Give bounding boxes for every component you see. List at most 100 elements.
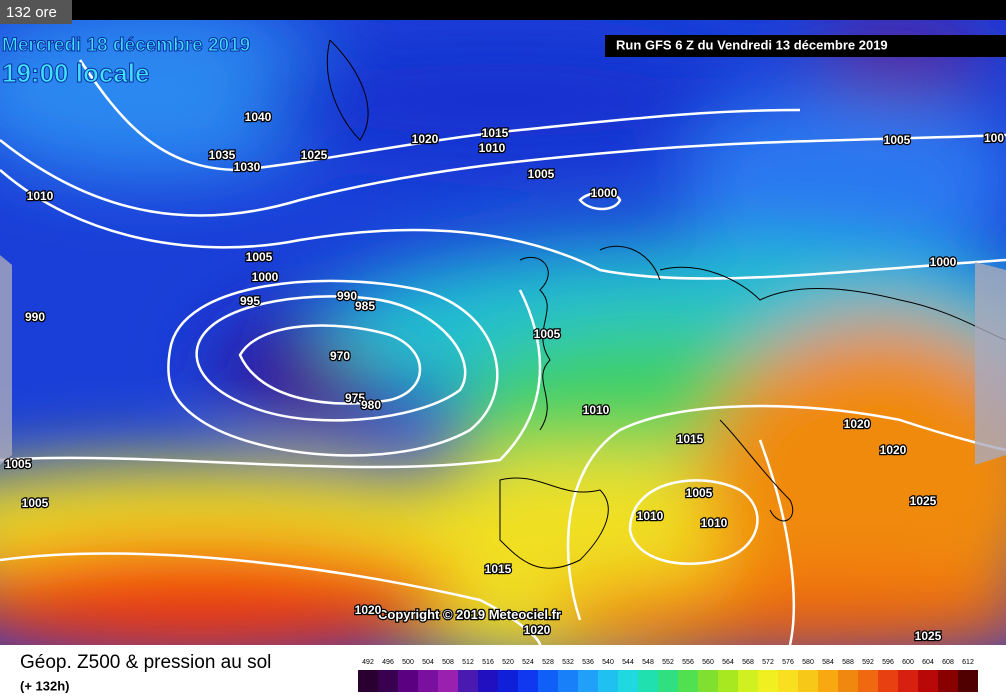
isobar-label: 1005	[5, 457, 32, 471]
scale-swatch	[538, 670, 558, 692]
scale-swatch	[778, 670, 798, 692]
scale-label: 564	[722, 659, 734, 666]
scale-swatch	[438, 670, 458, 692]
scale-swatch	[918, 670, 938, 692]
scale-label: 508	[442, 659, 454, 666]
isobar-label: 1035	[209, 148, 236, 162]
isobar-label: 1005	[22, 496, 49, 510]
isobar-label: 100	[984, 131, 1004, 145]
isobar-label: 1020	[844, 417, 871, 431]
prev-arrow[interactable]	[0, 255, 12, 465]
isobar-label: 1010	[701, 516, 728, 530]
isobar-label: 1020	[880, 443, 907, 457]
scale-swatch	[498, 670, 518, 692]
scale-swatch	[618, 670, 638, 692]
scale-label: 544	[622, 659, 634, 666]
color-scale: 492 496 500 504 508 512 516 520 524 528 532 536 540 5…	[358, 659, 978, 692]
isobars	[0, 59, 1006, 645]
scale-label: 492	[362, 659, 374, 666]
scale-label: 580	[802, 659, 814, 666]
scale-label: 540	[602, 659, 614, 666]
scale-label: 584	[822, 659, 834, 666]
time: 19:00 locale	[2, 58, 149, 88]
isobar-label: 1020	[524, 623, 551, 637]
scale-swatch	[558, 670, 578, 692]
scale-swatch	[638, 670, 658, 692]
scale-label: 552	[662, 659, 674, 666]
scale-label: 560	[702, 659, 714, 666]
scale-swatch	[378, 670, 398, 692]
isobar-label: 1005	[528, 167, 555, 181]
isobar-label: 1030	[234, 160, 261, 174]
scale-swatch	[458, 670, 478, 692]
scale-label: 568	[742, 659, 754, 666]
run-bg	[605, 35, 1006, 57]
scale-swatch	[838, 670, 858, 692]
scale-label: 604	[922, 659, 934, 666]
scale-label: 548	[642, 659, 654, 666]
scale-swatch	[658, 670, 678, 692]
badge-bg	[0, 0, 72, 24]
scale-swatch	[858, 670, 878, 692]
scale-label: 556	[682, 659, 694, 666]
scale-swatch	[878, 670, 898, 692]
next-arrow[interactable]	[975, 262, 1006, 465]
scale-swatch	[718, 670, 738, 692]
run-info: Run GFS 6 Z du Vendredi 13 décembre 2019	[616, 37, 888, 52]
isobar-label: 990	[25, 310, 45, 324]
scale-label: 520	[502, 659, 514, 666]
scale-swatch	[398, 670, 418, 692]
scale-swatch	[478, 670, 498, 692]
isobar-label: 1000	[591, 186, 618, 200]
isobar-label: 1020	[412, 132, 439, 146]
date: Mercredi 18 décembre 2019	[2, 35, 250, 56]
isobar-label: 990	[337, 289, 357, 303]
isobar-label: 1005	[534, 327, 561, 341]
scale-label: 600	[902, 659, 914, 666]
isobar-label: 1020	[355, 603, 382, 617]
scale-swatch	[818, 670, 838, 692]
scale-label: 588	[842, 659, 854, 666]
isobar-label: 1015	[485, 562, 512, 576]
isobar-label: 980	[361, 398, 381, 412]
scale-swatch	[358, 670, 378, 692]
isobar-label: 1005	[246, 250, 273, 264]
isobar-label: 1000	[252, 270, 279, 284]
scale-label: 536	[582, 659, 594, 666]
scale-label: 576	[782, 659, 794, 666]
scale-label: 608	[942, 659, 954, 666]
footer-subtitle: (+ 132h)	[20, 678, 70, 693]
isobar-label: 1040	[245, 110, 272, 124]
coastlines	[326, 39, 1006, 569]
isobar-label: 975	[345, 391, 365, 405]
scale-swatch	[518, 670, 538, 692]
isobar-label: 995	[240, 294, 260, 308]
scale-swatch	[698, 670, 718, 692]
scale-swatch	[898, 670, 918, 692]
scale-swatch	[758, 670, 778, 692]
scale-label: 496	[382, 659, 394, 666]
isobar-label: 1015	[677, 432, 704, 446]
footer-title: Géop. Z500 & pression au sol	[20, 652, 271, 673]
scale-swatch	[678, 670, 698, 692]
scale-label: 528	[542, 659, 554, 666]
scale-swatch	[578, 670, 598, 692]
isobar-label: 1005	[686, 486, 713, 500]
isobar-label: 1025	[915, 629, 942, 643]
scale-swatch	[738, 670, 758, 692]
badge: 132 ore	[6, 4, 57, 21]
isobar-label: 1015	[482, 126, 509, 140]
isobar-label: 1025	[910, 494, 937, 508]
scale-swatch	[418, 670, 438, 692]
isobar-label: 985	[355, 299, 375, 313]
scale-label: 532	[562, 659, 574, 666]
scale-swatch	[938, 670, 958, 692]
scale-label: 524	[522, 659, 534, 666]
isobar-label: 1010	[583, 403, 610, 417]
scale-swatch	[798, 670, 818, 692]
isobar-label: 1005	[884, 133, 911, 147]
map	[0, 20, 1006, 645]
copyright: Copyright © 2019 Meteociel.fr	[378, 607, 561, 622]
